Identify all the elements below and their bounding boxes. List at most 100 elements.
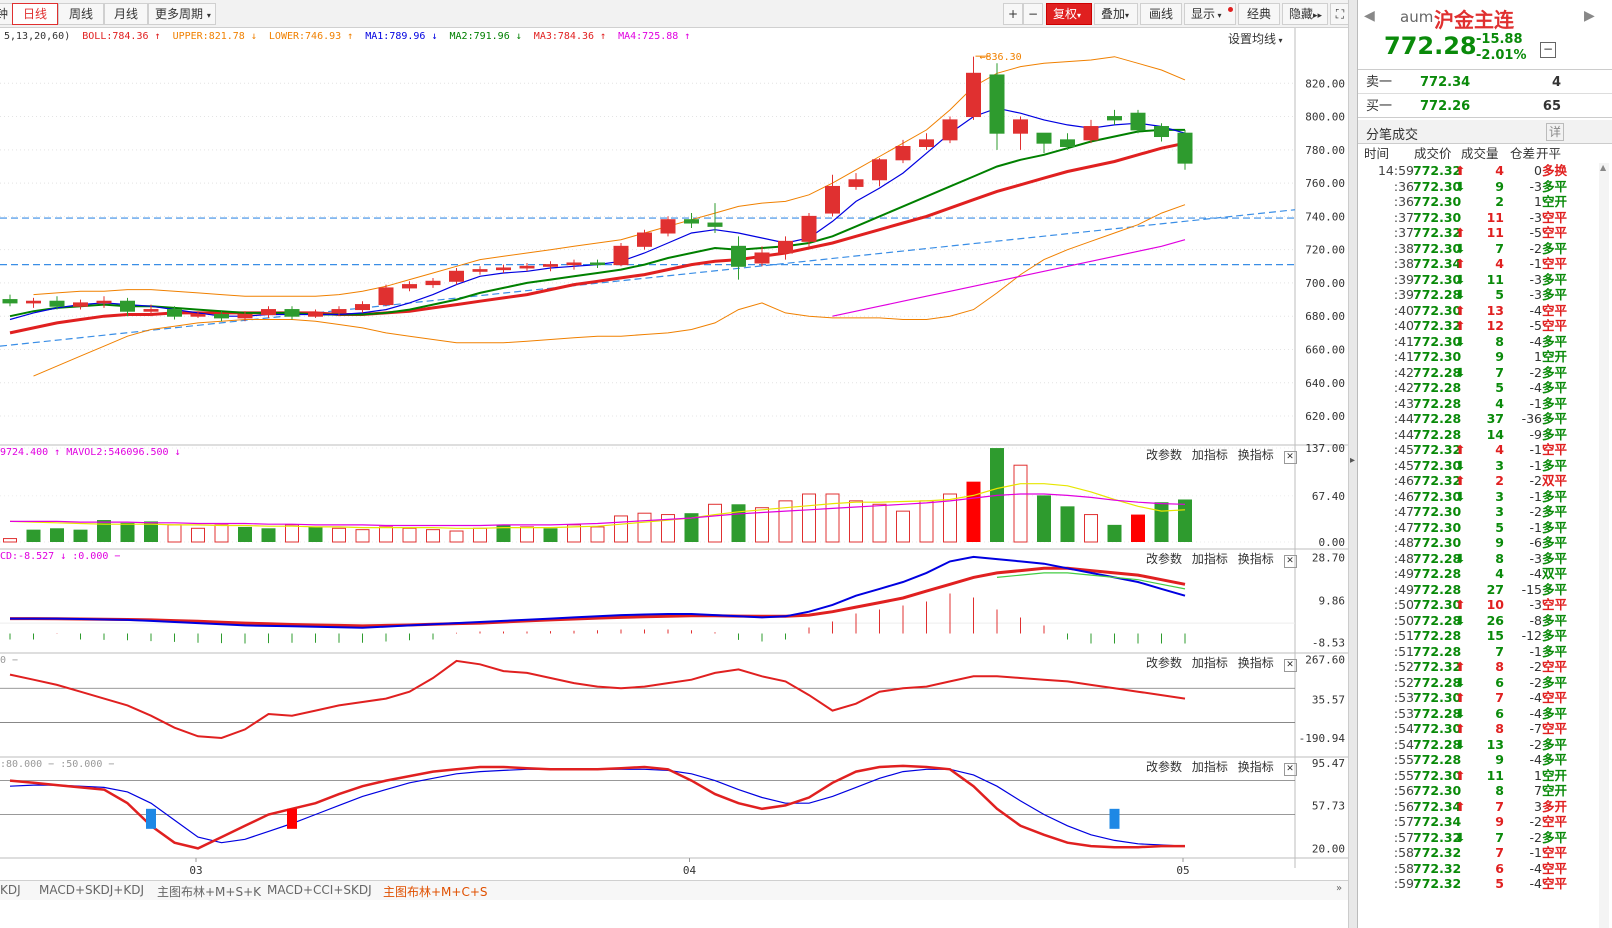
arrow-down-icon: ⬇ — [1455, 488, 1466, 504]
tick-row: :40 772.32 ⬆ 12 -5 空平 — [1358, 318, 1612, 334]
tick-volume: 9 — [1495, 349, 1504, 364]
volume-bar — [731, 504, 746, 542]
arrow-up-icon: ⬆ — [1455, 767, 1466, 783]
switch-indicator-link[interactable]: 换指标 — [1237, 448, 1274, 462]
ticks-detail-button[interactable]: 详 — [1546, 123, 1564, 141]
tab-more-periods[interactable]: 更多周期 ▾ — [148, 3, 216, 25]
switch-indicator-link[interactable]: 换指标 — [1237, 552, 1274, 566]
kline-chart-area[interactable]: 820.00 800.00 780.00 760.00 740.00 720.00 700.… — [0, 28, 1355, 900]
tick-oi-diff: -6 — [1529, 535, 1542, 550]
tick-row: :38 772.30 ⬇ 7 -2 多平 — [1358, 241, 1612, 257]
add-indicator-link[interactable]: 加指标 — [1191, 448, 1228, 462]
y-tick-label: 137.00 — [1305, 442, 1345, 455]
tick-time: :37 — [1393, 225, 1414, 240]
tab-kdj[interactable]: KDJ — [0, 883, 21, 897]
switch-indicator-link[interactable]: 换指标 — [1237, 760, 1274, 774]
tick-nature: 多平 — [1542, 364, 1568, 380]
zoom-out-button[interactable]: − — [1023, 3, 1043, 25]
tick-time: :36 — [1393, 178, 1414, 194]
panel-actions-volume: 改参数 加指标 换指标 ✕ — [1146, 446, 1297, 464]
tick-time: :38 — [1393, 256, 1414, 271]
display-label: 显示 — [1191, 7, 1216, 21]
tick-time: :50 — [1393, 597, 1414, 612]
ticks-scrollbar[interactable]: ▲ — [1599, 163, 1609, 928]
skdj-k-line — [9, 764, 1185, 850]
candle-body — [2, 299, 18, 304]
tick-row: :50 772.28 ⬇ 26 -8 多平 — [1358, 613, 1612, 629]
prev-contract-icon[interactable]: ◀ — [1364, 8, 1375, 24]
draw-line-button[interactable]: 画线 — [1140, 3, 1182, 25]
tick-price: 772.28 — [1413, 581, 1462, 597]
next-contract-icon[interactable]: ▶ — [1584, 8, 1595, 24]
tick-oi-diff: 1 — [1534, 194, 1542, 209]
tab-monthly[interactable]: 月线 — [104, 3, 148, 25]
sell1-volume: 4 — [1551, 75, 1561, 90]
tick-row: :39 772.30 ⬇ 11 -3 多平 — [1358, 272, 1612, 288]
close-icon[interactable]: ✕ — [1283, 451, 1297, 464]
add-indicator-link[interactable]: 加指标 — [1191, 760, 1228, 774]
tick-price: 772.28 — [1413, 628, 1462, 643]
collapse-quote-button[interactable]: − — [1540, 42, 1556, 58]
tick-time: :45 — [1393, 442, 1414, 457]
tick-nature: 空平 — [1542, 721, 1568, 736]
legend-lower: LOWER:746.93 ↑ — [268, 31, 354, 42]
scroll-up-icon[interactable]: ▲ — [1600, 163, 1607, 172]
tab-boll-m-s-k[interactable]: 主图布林+M+S+K — [157, 885, 262, 899]
peak-price-label: ←836.30 — [980, 52, 1022, 63]
adjust-button[interactable]: 复权▾ — [1046, 3, 1092, 25]
classic-button[interactable]: 经典 — [1238, 3, 1280, 25]
tick-nature: 多平 — [1542, 550, 1568, 566]
switch-indicator-link[interactable]: 换指标 — [1237, 656, 1274, 670]
volume-bar — [567, 524, 581, 543]
tick-time: :36 — [1393, 194, 1414, 209]
ma-settings-button[interactable]: 设置均线 ▾ — [1228, 30, 1283, 47]
tick-volume: 9 — [1495, 535, 1504, 550]
tick-price: 772.32 — [1413, 860, 1462, 876]
hide-button[interactable]: 隐藏▸▸ — [1282, 3, 1328, 25]
overlay-button[interactable]: 叠加▾ — [1094, 3, 1138, 25]
tick-price: 772.30 — [1413, 783, 1462, 798]
add-indicator-link[interactable]: 加指标 — [1191, 656, 1228, 670]
ticks-list[interactable]: 14:59 772.32 ⬆ 4 0 多换:36 772.30 ⬇ 9 -3 多平:36 772.30… — [1358, 163, 1612, 928]
tabs-scroll-right-icon[interactable]: » — [1336, 883, 1343, 894]
tab-daily[interactable]: 日线 — [12, 3, 58, 25]
tab-macd-skdj-kdj[interactable]: MACD+SKDJ+KDJ — [39, 883, 144, 897]
zoom-in-button[interactable]: + — [1003, 3, 1023, 25]
arrow-down-icon: ⬇ — [1455, 333, 1466, 349]
buy1-label: 买一 — [1366, 99, 1393, 114]
panel-splitter[interactable]: ▸ — [1348, 0, 1357, 928]
tab-macd-cci-skdj[interactable]: MACD+CCI+SKDJ — [267, 883, 372, 897]
tick-price: 772.32 — [1413, 845, 1462, 860]
tick-nature: 空平 — [1542, 597, 1568, 612]
tick-nature: 多平 — [1542, 612, 1568, 628]
add-indicator-link[interactable]: 加指标 — [1191, 552, 1228, 566]
change-params-link[interactable]: 改参数 — [1146, 448, 1183, 462]
fullscreen-button[interactable]: ⛶ — [1330, 3, 1350, 25]
change-params-link[interactable]: 改参数 — [1146, 760, 1183, 774]
close-icon[interactable]: ✕ — [1283, 659, 1297, 672]
change-params-link[interactable]: 改参数 — [1146, 656, 1183, 670]
close-icon[interactable]: ✕ — [1283, 763, 1297, 776]
volume-bar — [120, 522, 135, 542]
tick-nature: 空平 — [1542, 209, 1568, 225]
close-icon[interactable]: ✕ — [1283, 555, 1297, 568]
volume-bar — [144, 521, 158, 542]
skdj-signal-marker — [287, 808, 297, 829]
tick-time: :54 — [1393, 736, 1414, 752]
display-button[interactable]: 显示 ▾ — [1184, 3, 1236, 25]
change-params-link[interactable]: 改参数 — [1146, 552, 1183, 566]
tick-volume: 8 — [1495, 659, 1504, 674]
y-tick-label: 780.00 — [1305, 144, 1345, 157]
tick-volume: 11 — [1486, 209, 1504, 225]
legend-boll: BOLL:784.36 ↑ — [82, 31, 161, 42]
tick-nature: 多平 — [1542, 752, 1568, 767]
tick-time: :55 — [1393, 752, 1414, 767]
tab-weekly[interactable]: 周线 — [58, 3, 104, 25]
collapse-arrow-icon[interactable]: ▸ — [1350, 455, 1356, 466]
tick-volume: 5 — [1495, 380, 1504, 395]
chart-canvas[interactable]: 820.00 800.00 780.00 760.00 740.00 720.00 700.… — [0, 28, 1348, 880]
tab-boll-m-c-s[interactable]: 主图布林+M+C+S — [383, 885, 488, 899]
arrow-up-icon: ⬆ — [1455, 225, 1466, 240]
tick-row: :49 772.28 4 -4 双平 — [1358, 566, 1612, 582]
tick-time: :45 — [1393, 457, 1414, 473]
